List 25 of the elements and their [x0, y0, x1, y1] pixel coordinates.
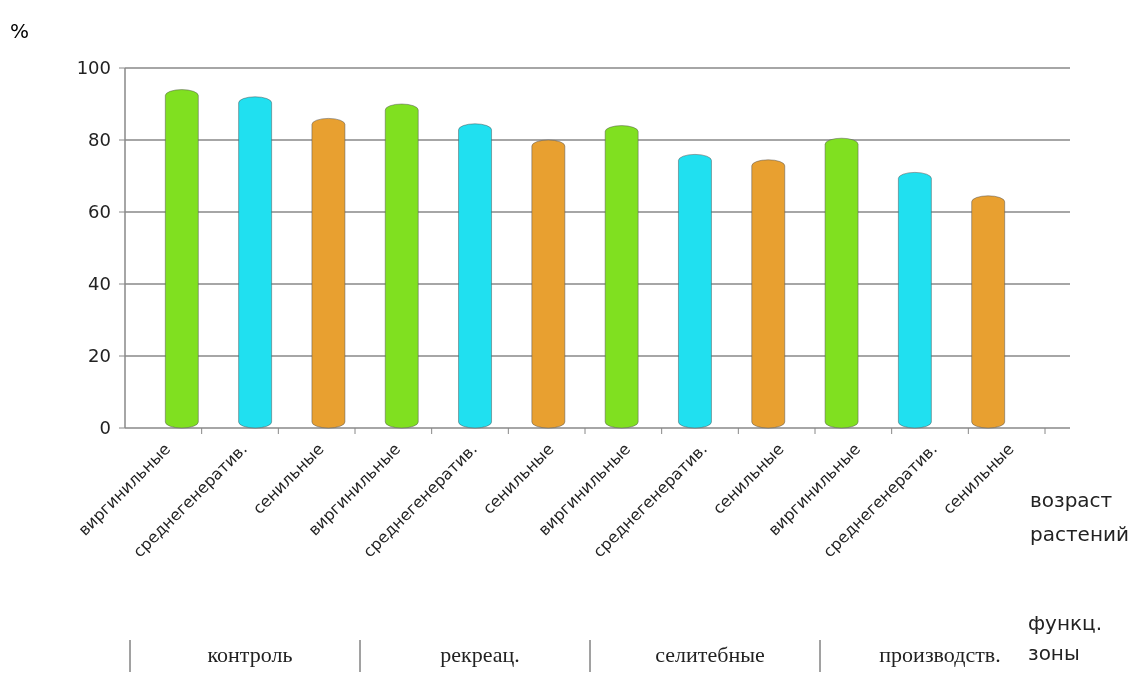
bar [898, 172, 932, 429]
y-tick-label: 60 [88, 201, 111, 223]
text: функц. зоны [1028, 611, 1103, 665]
bar [238, 96, 272, 429]
y-tick-label: 40 [88, 273, 111, 295]
bar [604, 125, 639, 429]
y-tick-label: 20 [88, 345, 111, 367]
text: контроль [207, 642, 293, 667]
bar [824, 137, 859, 429]
bar [531, 139, 566, 429]
bar [971, 195, 1005, 429]
y-tick-label: 100 [76, 57, 111, 79]
bar [458, 123, 492, 429]
text: рекреац. [440, 642, 520, 667]
bar [678, 154, 712, 429]
y-tick-label: 0 [99, 417, 111, 439]
bar [751, 159, 786, 429]
bar [165, 89, 199, 429]
x-axis-title: возраст растений [1030, 488, 1129, 546]
text: производств. [879, 642, 1001, 667]
y-tick-label: 80 [88, 129, 111, 151]
y-axis-title: % [10, 19, 30, 43]
bar [384, 103, 419, 429]
bar [311, 118, 346, 429]
text: селитебные [655, 642, 765, 667]
